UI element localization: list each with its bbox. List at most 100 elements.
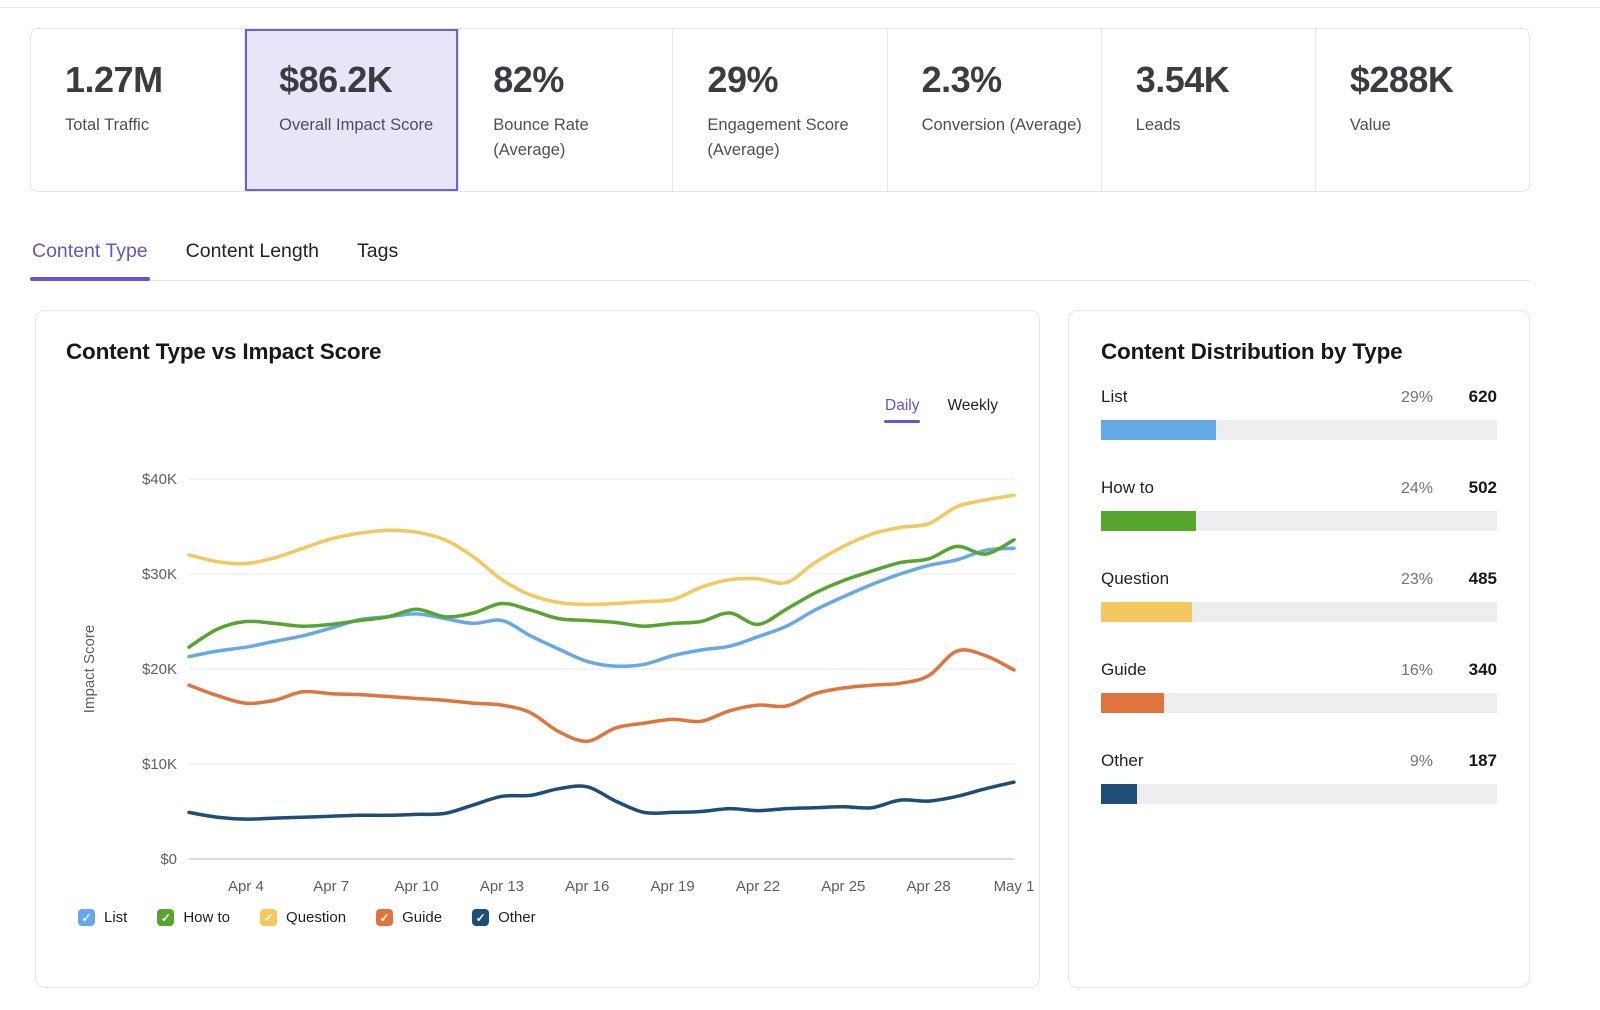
toggle-daily[interactable]: Daily	[884, 397, 921, 423]
x-tick-label: Apr 19	[651, 878, 695, 895]
x-tick-label: Apr 25	[821, 878, 865, 895]
distribution-bar-track	[1101, 602, 1497, 622]
series-line-guide	[187, 648, 1016, 743]
kpi-label: Value	[1349, 116, 1391, 134]
distribution-percent: 29%	[1400, 389, 1433, 406]
distribution-item-header: List 29% 620	[1101, 387, 1497, 407]
distribution-item-how-to: How to 24% 502	[1101, 478, 1497, 531]
distribution-item-header: Other 9% 187	[1101, 751, 1497, 771]
legend-checkbox-guide[interactable]: ✓	[376, 909, 394, 926]
distribution-label: List	[1101, 387, 1128, 406]
x-tick-label: Apr 16	[565, 878, 609, 895]
distribution-label: Guide	[1101, 660, 1147, 679]
y-axis-title: Impact Score	[81, 625, 98, 713]
range-toggle: Daily Weekly	[884, 397, 999, 423]
distribution-item-other: Other 9% 187	[1101, 751, 1497, 804]
kpi-card-leads[interactable]: 3.54K Leads	[1102, 29, 1316, 191]
distribution-bar-fill	[1101, 693, 1165, 713]
y-tick-label: $10K	[142, 756, 177, 773]
legend-item-how-to[interactable]: ✓ How to	[157, 909, 230, 926]
distribution-values: 9% 187	[1410, 751, 1497, 771]
kpi-card-bounce-rate-average-[interactable]: 82% Bounce Rate (Average)	[459, 29, 674, 191]
kpi-label: Engagement Score (Average)	[707, 116, 849, 159]
line-chart: $0 $10K $20K $30K $40K Apr 4 Apr 7 Apr 10 Apr 1…	[81, 471, 1035, 895]
kpi-value: 3.54K	[1135, 59, 1230, 100]
distribution-item-header: Question 23% 485	[1101, 569, 1497, 589]
distribution-label: How to	[1101, 478, 1154, 497]
tab-content-type[interactable]: Content Type	[30, 238, 150, 281]
distribution-percent: 23%	[1400, 571, 1433, 588]
legend-label: List	[104, 909, 128, 926]
distribution-values: 16% 340	[1401, 660, 1497, 680]
legend-checkbox-other[interactable]: ✓	[472, 909, 490, 926]
toggle-weekly[interactable]: Weekly	[946, 397, 999, 423]
distribution-item-list: List 29% 620	[1101, 387, 1497, 440]
series-line-list	[187, 546, 1016, 669]
distribution-item-guide: Guide 16% 340	[1101, 660, 1497, 713]
kpi-value: $86.2K	[279, 59, 393, 100]
kpi-card-value[interactable]: $288K Value	[1316, 29, 1529, 191]
legend-label: Guide	[402, 909, 443, 926]
distribution-list: List 29% 620 How to 24% 502 Question 23% 485 Guid…	[1069, 387, 1529, 804]
distribution-count: 620	[1468, 387, 1497, 406]
legend-item-list[interactable]: ✓ List	[78, 909, 127, 926]
kpi-card-overall-impact-score[interactable]: $86.2K Overall Impact Score	[245, 29, 460, 191]
x-tick-label: Apr 7	[313, 878, 349, 895]
tab-bar: Content Type Content Length Tags	[30, 238, 1530, 281]
distribution-bar-fill	[1101, 420, 1216, 440]
legend-checkbox-how-to[interactable]: ✓	[157, 909, 175, 926]
legend-label: Question	[286, 909, 347, 926]
tab-content-length[interactable]: Content Length	[184, 238, 321, 280]
kpi-card-total-traffic[interactable]: 1.27M Total Traffic	[31, 29, 246, 191]
y-tick-label: $30K	[142, 566, 177, 583]
legend-checkbox-question[interactable]: ✓	[260, 909, 278, 926]
distribution-values: 29% 620	[1401, 387, 1497, 407]
kpi-card-conversion-average-[interactable]: 2.3% Conversion (Average)	[888, 29, 1102, 191]
x-tick-label: May 1	[994, 878, 1035, 895]
kpi-value: 82%	[493, 59, 564, 100]
chart-title: Content Type vs Impact Score	[66, 339, 382, 364]
legend-item-question[interactable]: ✓ Question	[260, 909, 346, 926]
distribution-percent: 24%	[1400, 480, 1433, 497]
distribution-label: Other	[1101, 751, 1144, 770]
distribution-bar-track	[1101, 693, 1497, 713]
kpi-label: Leads	[1135, 116, 1181, 134]
kpi-label: Conversion (Average)	[921, 116, 1082, 134]
distribution-percent: 9%	[1409, 753, 1433, 770]
distribution-percent: 16%	[1400, 662, 1433, 679]
series-line-other	[187, 780, 1016, 821]
x-tick-label: Apr 13	[480, 878, 524, 895]
tab-tags[interactable]: Tags	[355, 238, 400, 280]
distribution-bar-track	[1101, 511, 1497, 531]
legend-label: Other	[498, 909, 536, 926]
distribution-item-header: Guide 16% 340	[1101, 660, 1497, 680]
x-tick-label: Apr 4	[228, 878, 264, 895]
top-divider	[0, 7, 1600, 8]
legend-item-other[interactable]: ✓ Other	[472, 909, 536, 926]
y-tick-label: $40K	[142, 471, 177, 488]
distribution-label: Question	[1101, 569, 1170, 588]
legend-item-guide[interactable]: ✓ Guide	[376, 909, 442, 926]
y-tick-label: $20K	[142, 661, 177, 678]
legend-checkbox-list[interactable]: ✓	[78, 909, 95, 926]
kpi-card-engagement-score-average-[interactable]: 29% Engagement Score (Average)	[673, 29, 888, 191]
distribution-bar-track	[1101, 784, 1497, 804]
kpi-label: Bounce Rate (Average)	[493, 116, 589, 159]
distribution-count: 187	[1468, 751, 1497, 770]
chart-legend: ✓ List ✓ How to ✓ Question ✓ Guide ✓ Other	[78, 909, 536, 926]
distribution-bar-track	[1101, 420, 1497, 440]
distribution-title: Content Distribution by Type	[1101, 339, 1403, 364]
distribution-values: 24% 502	[1401, 478, 1497, 498]
distribution-item-question: Question 23% 485	[1101, 569, 1497, 622]
distribution-item-header: How to 24% 502	[1101, 478, 1497, 498]
y-tick-label: $0	[160, 851, 177, 868]
kpi-value: $288K	[1349, 59, 1454, 100]
kpi-value: 1.27M	[65, 59, 163, 100]
x-tick-label: Apr 10	[394, 878, 438, 895]
x-tick-label: Apr 28	[907, 878, 951, 895]
distribution-bar-fill	[1101, 784, 1137, 804]
x-tick-label: Apr 22	[736, 878, 780, 895]
distribution-values: 23% 485	[1401, 569, 1497, 589]
distribution-count: 485	[1468, 569, 1497, 588]
